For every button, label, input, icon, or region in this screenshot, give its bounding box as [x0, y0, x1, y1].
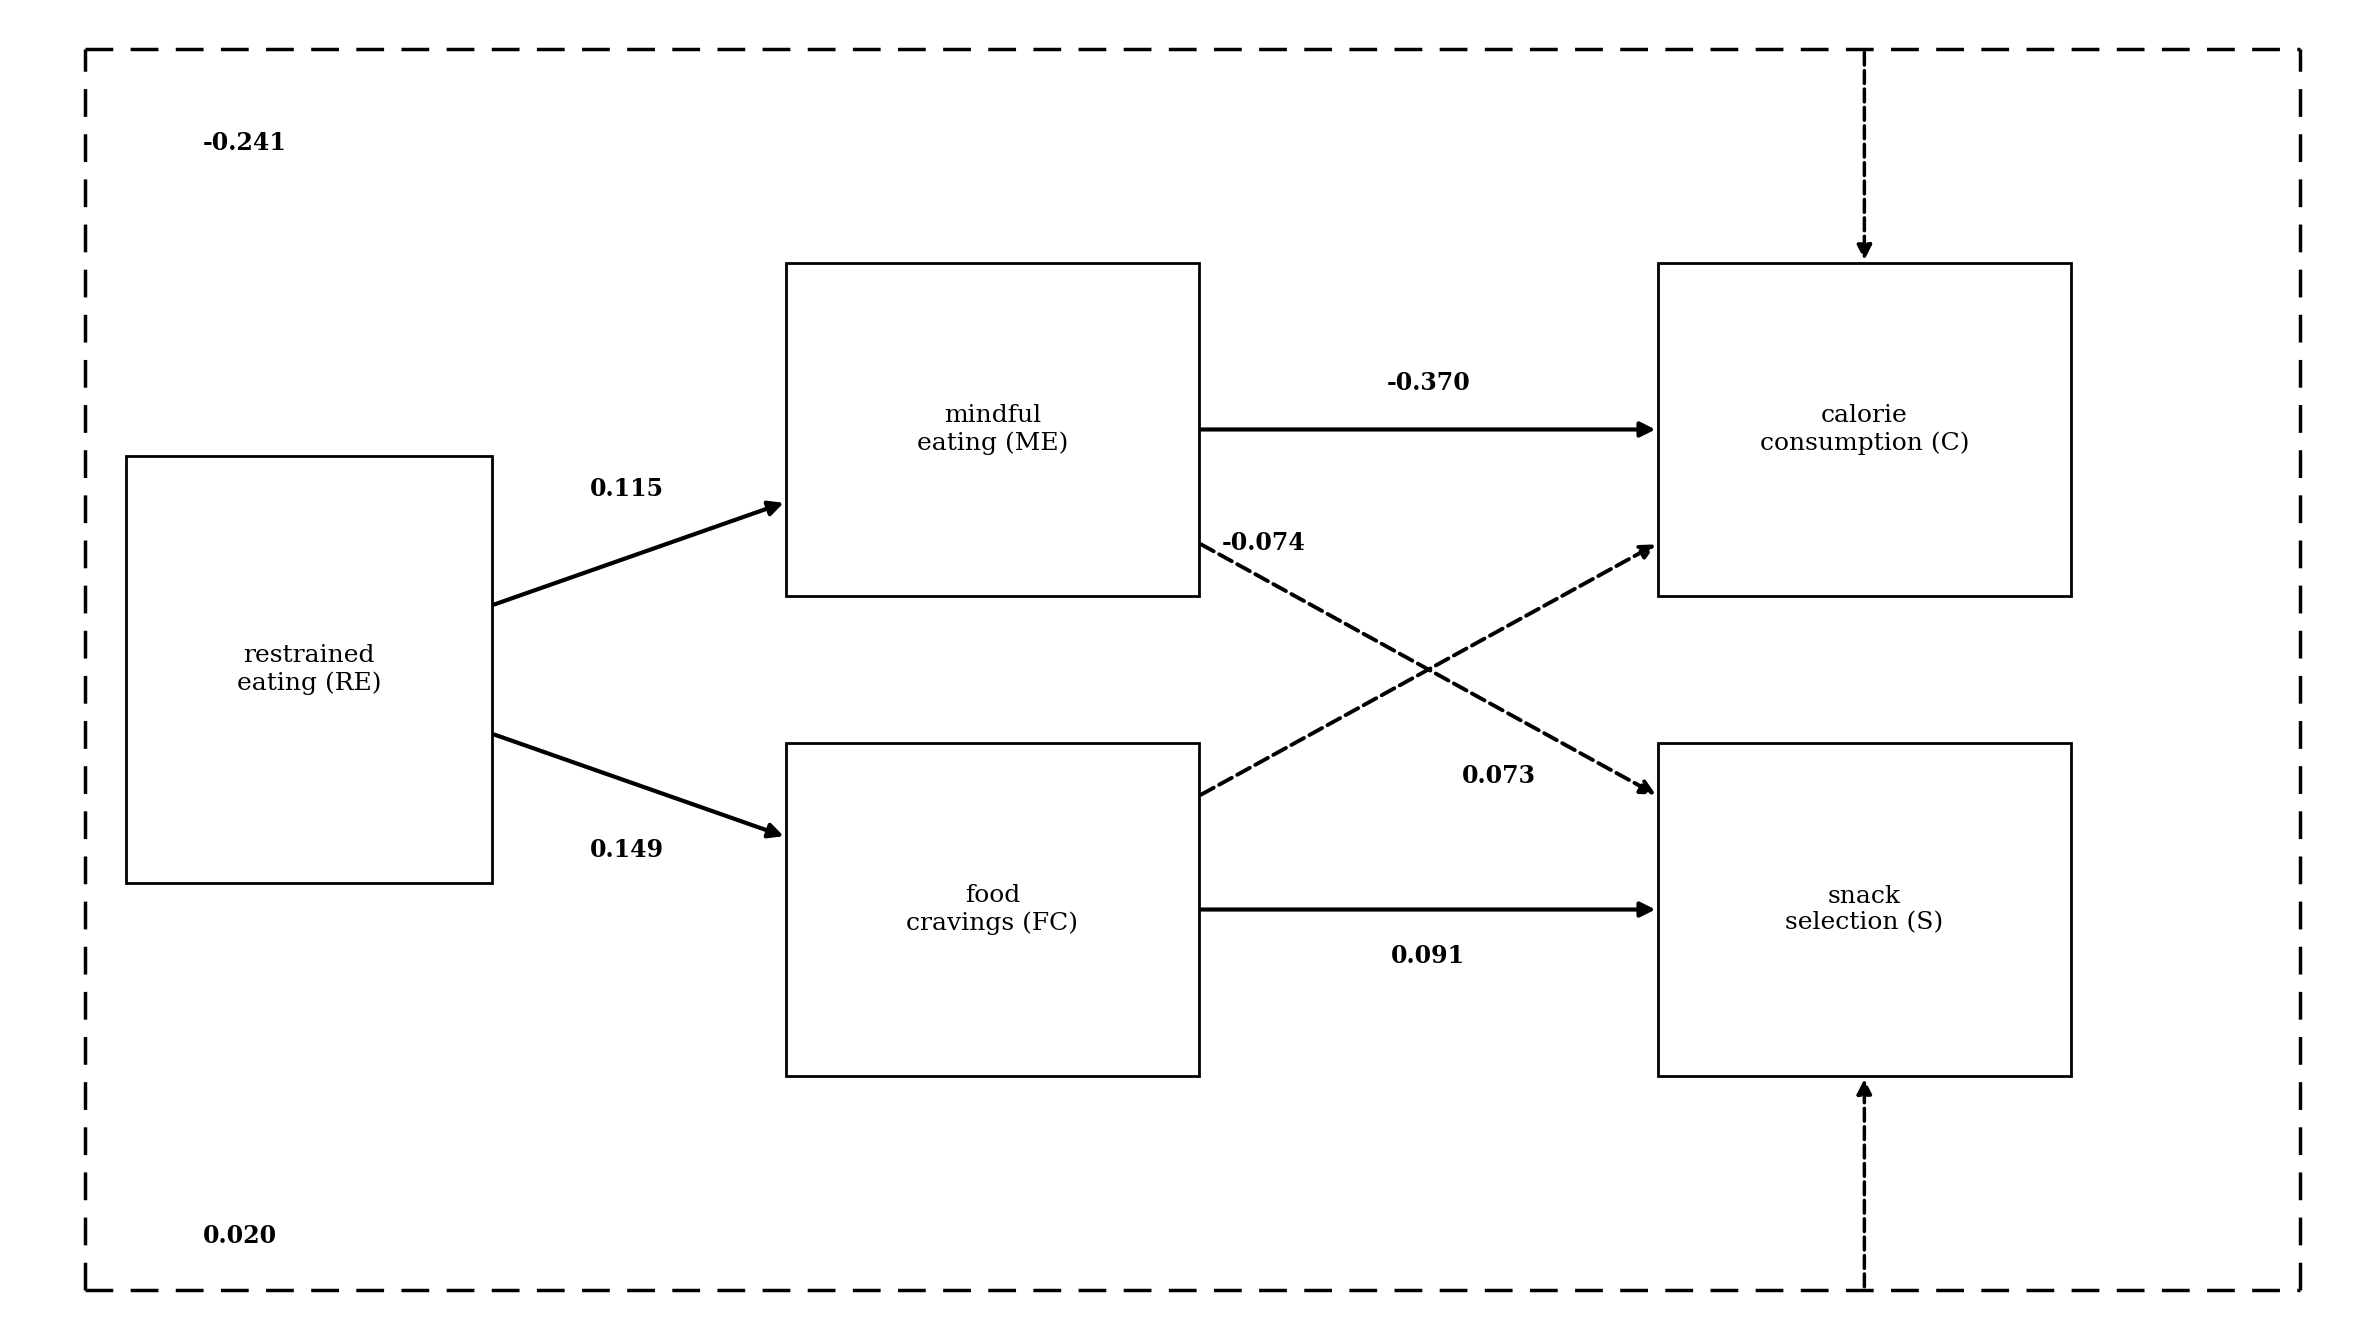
Text: snack
selection (S): snack selection (S)	[1786, 885, 1944, 935]
Text: -0.241: -0.241	[203, 131, 286, 155]
FancyBboxPatch shape	[1658, 262, 2071, 596]
Text: 0.020: 0.020	[203, 1224, 276, 1248]
Text: restrained
eating (RE): restrained eating (RE)	[236, 644, 380, 695]
Text: 0.115: 0.115	[590, 478, 664, 502]
FancyBboxPatch shape	[128, 457, 491, 882]
Text: 0.073: 0.073	[1462, 765, 1535, 789]
Text: mindful
eating (ME): mindful eating (ME)	[916, 404, 1068, 455]
FancyBboxPatch shape	[787, 743, 1198, 1077]
Text: -0.074: -0.074	[1221, 530, 1306, 554]
Text: calorie
consumption (C): calorie consumption (C)	[1760, 404, 1970, 455]
Text: -0.370: -0.370	[1386, 371, 1469, 395]
Text: 0.149: 0.149	[590, 837, 664, 861]
Text: food
cravings (FC): food cravings (FC)	[907, 884, 1079, 935]
FancyBboxPatch shape	[1658, 743, 2071, 1077]
FancyBboxPatch shape	[787, 262, 1198, 596]
Text: 0.091: 0.091	[1391, 944, 1464, 968]
